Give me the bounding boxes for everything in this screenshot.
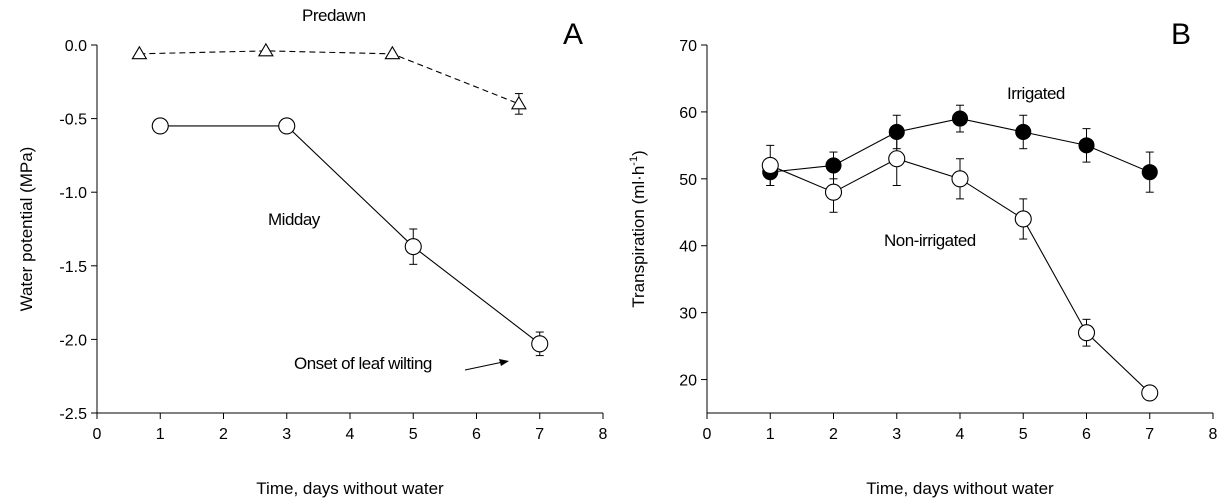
a-x-tick-label: 3 (282, 426, 291, 443)
a-y-tick-label: -1.5 (59, 259, 87, 276)
b-irrigated-point (1015, 123, 1032, 141)
b-x-tick-label: 7 (1145, 426, 1154, 443)
b-irrigated-point (951, 110, 969, 127)
b-x-tick-label: 2 (829, 426, 838, 443)
a-x-tick-label: 2 (219, 426, 228, 443)
panel-b-letter: B (1171, 18, 1191, 51)
a-midday-point (531, 335, 549, 353)
panel-b: 0 1 2 3 4 5 6 7 8 20 30 40 50 60 70 B Time, days with… (628, 18, 1218, 498)
b-x-tick-label: 1 (766, 426, 775, 443)
panel-a-y-ticks: 0.0 -0.5 -1.0 -1.5 -2.0 -2.5 (59, 38, 97, 423)
b-x-tick-label: 5 (1019, 426, 1028, 443)
panel-b-y-axis-title-end: ) (629, 150, 648, 156)
predawn-label: Predawn (302, 6, 366, 25)
a-x-tick-label: 7 (535, 426, 544, 443)
a-predawn-point (257, 42, 274, 57)
panel-a-x-ticks: 0 1 2 3 4 5 6 7 8 (93, 413, 608, 443)
non-irrigated-label: Non-irrigated (884, 231, 976, 250)
panel-a-y-axis-title: Water potential (MPa) (17, 147, 36, 312)
panel-b-y-ticks: 20 30 40 50 60 70 (679, 38, 707, 390)
b-y-tick-label: 50 (679, 172, 697, 189)
panel-b-y-axis-title: Transpiration (ml·h-1) (628, 150, 648, 307)
panel-b-y-axis-title-sup: -1 (628, 156, 640, 166)
a-x-tick-label: 5 (409, 426, 418, 443)
a-x-tick-label: 1 (156, 426, 165, 443)
panel-a-series (131, 42, 549, 357)
b-y-tick-label: 60 (679, 105, 697, 122)
a-x-tick-label: 8 (599, 426, 608, 443)
a-y-tick-label: -2.0 (59, 332, 87, 349)
b-irrigated-point (1141, 164, 1158, 181)
a-midday-point (278, 117, 296, 135)
b-non-irrigated-point (1077, 324, 1096, 342)
panel-b-series (761, 104, 1159, 402)
a-predawn-point (384, 45, 401, 60)
b-y-tick-label: 30 (679, 306, 697, 323)
b-non-irrigated-point (761, 156, 779, 174)
b-irrigated-point (1078, 137, 1095, 154)
a-midday-point (151, 117, 169, 135)
a-y-tick-label: 0.0 (65, 38, 87, 55)
a-y-tick-label: -0.5 (59, 112, 87, 129)
midday-label: Midday (268, 210, 321, 229)
panel-b-y-axis-title-main: Transpiration (ml·h (629, 166, 648, 308)
b-irrigated-point (825, 157, 842, 174)
a-x-tick-label: 0 (93, 426, 102, 443)
b-y-tick-label: 70 (679, 38, 697, 55)
panel-a-x-axis-title: Time, days without water (256, 479, 444, 498)
a-y-tick-label: -2.5 (59, 406, 87, 423)
a-predawn-line (139, 50, 520, 105)
panel-b-x-ticks: 0 1 2 3 4 5 6 7 8 (703, 413, 1218, 443)
b-non-irrigated-point (824, 183, 843, 201)
b-y-tick-label: 40 (679, 239, 697, 256)
b-non-irrigated-point (951, 170, 969, 188)
a-y-tick-label: -1.0 (59, 185, 87, 202)
a-predawn-point (510, 95, 527, 110)
a-x-tick-label: 4 (346, 426, 355, 443)
a-predawn-point (131, 45, 148, 60)
b-non-irrigated-point (888, 150, 906, 168)
panel-a-letter: A (563, 18, 583, 51)
wilting-arrow (464, 361, 504, 371)
a-x-tick-label: 6 (472, 426, 481, 443)
wilting-arrow-head (499, 359, 509, 366)
b-non-irrigated-point (1014, 210, 1032, 228)
panel-a: 0 1 2 3 4 5 6 7 8 0.0 -0.5 -1.0 -1.5 -2.0 -2.5 A Time… (17, 6, 608, 498)
b-x-tick-label: 4 (956, 426, 965, 443)
b-non-irrigated-point (1141, 384, 1159, 402)
onset-of-leaf-wilting-label: Onset of leaf wilting (294, 354, 432, 373)
b-y-tick-label: 20 (679, 373, 697, 390)
b-x-tick-label: 3 (892, 426, 901, 443)
b-x-tick-label: 6 (1082, 426, 1091, 443)
panel-b-x-axis-title: Time, days without water (866, 479, 1054, 498)
b-x-tick-label: 8 (1209, 426, 1218, 443)
irrigated-label: Irrigated (1007, 84, 1065, 103)
a-midday-point (404, 238, 422, 256)
a-midday-line (160, 125, 541, 345)
b-x-tick-label: 0 (703, 426, 712, 443)
